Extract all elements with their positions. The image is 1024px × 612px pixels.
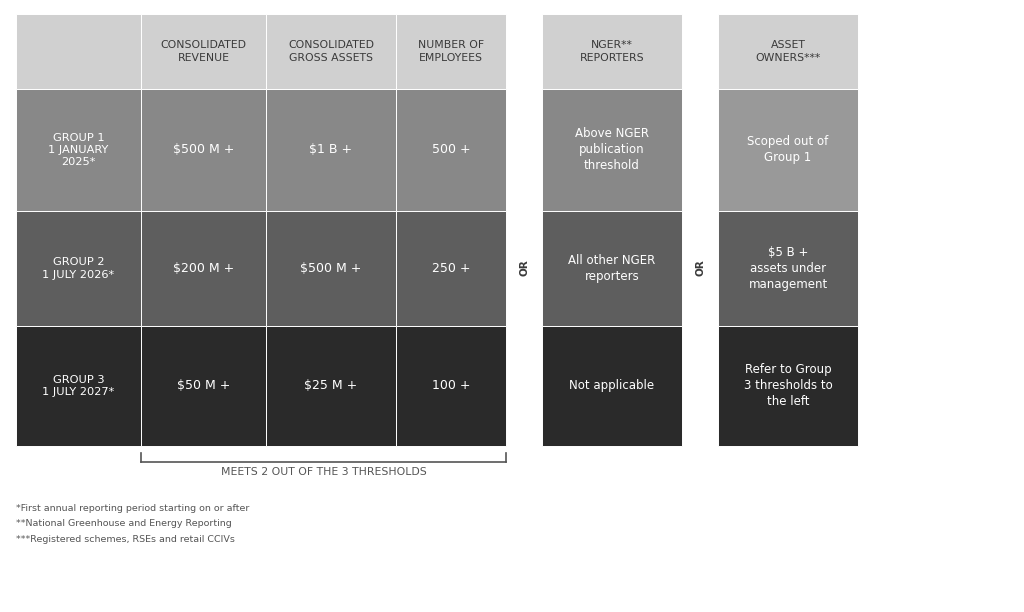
Bar <box>16 14 141 89</box>
Text: 250 +: 250 + <box>432 262 470 275</box>
Bar <box>396 14 506 89</box>
Text: NUMBER OF
EMPLOYEES: NUMBER OF EMPLOYEES <box>418 40 484 62</box>
Text: Not applicable: Not applicable <box>569 379 654 392</box>
Text: MEETS 2 OUT OF THE 3 THRESHOLDS: MEETS 2 OUT OF THE 3 THRESHOLDS <box>220 467 426 477</box>
Bar <box>141 326 266 446</box>
Text: $200 M +: $200 M + <box>173 262 234 275</box>
Text: $25 M +: $25 M + <box>304 379 357 392</box>
Text: GROUP 1
1 JANUARY
2025*: GROUP 1 1 JANUARY 2025* <box>48 133 109 168</box>
Text: 500 +: 500 + <box>432 143 470 157</box>
Bar <box>718 89 858 211</box>
Text: $50 M +: $50 M + <box>177 379 230 392</box>
Text: GROUP 2
1 JULY 2026*: GROUP 2 1 JULY 2026* <box>42 257 115 280</box>
Bar <box>141 211 266 326</box>
Bar <box>542 89 682 211</box>
Text: $500 M +: $500 M + <box>173 143 234 157</box>
Bar <box>16 89 141 211</box>
Bar <box>718 14 858 89</box>
Text: *First annual reporting period starting on or after: *First annual reporting period starting … <box>16 504 250 513</box>
Bar <box>16 211 141 326</box>
Bar <box>542 211 682 326</box>
Text: ASSET
OWNERS***: ASSET OWNERS*** <box>756 40 820 62</box>
Text: Scoped out of
Group 1: Scoped out of Group 1 <box>748 135 828 165</box>
Text: All other NGER
reporters: All other NGER reporters <box>568 254 655 283</box>
Text: NGER**
REPORTERS: NGER** REPORTERS <box>580 40 644 62</box>
Bar <box>542 326 682 446</box>
Text: CONSOLIDATED
REVENUE: CONSOLIDATED REVENUE <box>161 40 247 62</box>
Bar <box>266 326 396 446</box>
Bar <box>396 89 506 211</box>
Bar <box>141 14 266 89</box>
Text: ***Registered schemes, RSEs and retail CCIVs: ***Registered schemes, RSEs and retail C… <box>16 535 234 544</box>
Text: GROUP 3
1 JULY 2027*: GROUP 3 1 JULY 2027* <box>42 375 115 397</box>
Text: OR: OR <box>519 259 529 276</box>
Bar <box>266 211 396 326</box>
Bar <box>141 89 266 211</box>
Bar <box>266 14 396 89</box>
Bar <box>542 14 682 89</box>
Bar <box>16 326 141 446</box>
Text: Refer to Group
3 thresholds to
the left: Refer to Group 3 thresholds to the left <box>743 364 833 408</box>
Text: Above NGER
publication
threshold: Above NGER publication threshold <box>575 127 649 173</box>
Text: CONSOLIDATED
GROSS ASSETS: CONSOLIDATED GROSS ASSETS <box>288 40 374 62</box>
Bar <box>718 211 858 326</box>
Bar <box>718 326 858 446</box>
Text: OR: OR <box>695 259 705 276</box>
Text: $1 B +: $1 B + <box>309 143 352 157</box>
Bar <box>396 326 506 446</box>
Bar <box>396 211 506 326</box>
Bar <box>266 89 396 211</box>
Text: $5 B +
assets under
management: $5 B + assets under management <box>749 246 827 291</box>
Text: $500 M +: $500 M + <box>300 262 361 275</box>
Text: 100 +: 100 + <box>432 379 470 392</box>
Text: **National Greenhouse and Energy Reporting: **National Greenhouse and Energy Reporti… <box>16 520 231 529</box>
